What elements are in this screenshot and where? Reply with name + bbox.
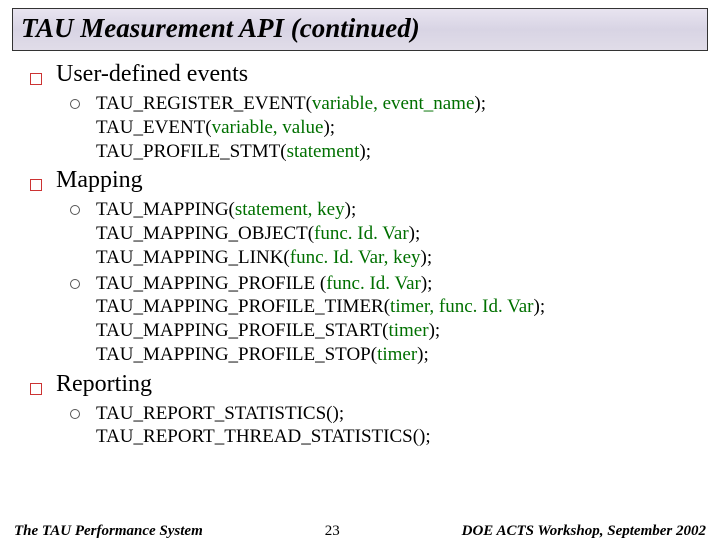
footer: The TAU Performance System 23 DOE ACTS W… [0, 523, 720, 540]
list-item: TAU_MAPPING_PROFILE (func. Id. Var);TAU_… [70, 272, 700, 367]
list-item: TAU_REPORT_STATISTICS();TAU_REPORT_THREA… [70, 402, 700, 450]
section-header: Reporting [30, 371, 700, 398]
footer-right: DOE ACTS Workshop, September 2002 [462, 523, 706, 540]
section-title: User-defined events [56, 61, 248, 88]
section: Reporting TAU_REPORT_STATISTICS();TAU_REP… [30, 371, 700, 450]
section-header: User-defined events [30, 61, 700, 88]
section: Mapping TAU_MAPPING(statement, key);TAU_M… [30, 167, 700, 366]
item-text: TAU_REGISTER_EVENT(variable, event_name)… [96, 92, 486, 163]
circle-bullet-icon [70, 409, 80, 419]
list-item: TAU_REGISTER_EVENT(variable, event_name)… [70, 92, 700, 163]
section-title: Mapping [56, 167, 143, 194]
title-bar: TAU Measurement API (continued) [12, 8, 708, 51]
item-text: TAU_REPORT_STATISTICS();TAU_REPORT_THREA… [96, 402, 431, 450]
section-header: Mapping [30, 167, 700, 194]
circle-bullet-icon [70, 279, 80, 289]
square-bullet-icon [30, 179, 42, 191]
footer-left: The TAU Performance System [14, 523, 203, 540]
circle-bullet-icon [70, 205, 80, 215]
slide-content: User-defined events TAU_REGISTER_EVENT(va… [0, 51, 720, 449]
section-title: Reporting [56, 371, 152, 398]
item-text: TAU_MAPPING_PROFILE (func. Id. Var);TAU_… [96, 272, 545, 367]
item-text: TAU_MAPPING(statement, key);TAU_MAPPING_… [96, 198, 432, 269]
square-bullet-icon [30, 73, 42, 85]
circle-bullet-icon [70, 99, 80, 109]
section: User-defined events TAU_REGISTER_EVENT(va… [30, 61, 700, 163]
slide-title: TAU Measurement API (continued) [21, 13, 420, 43]
page-number: 23 [325, 523, 340, 540]
list-item: TAU_MAPPING(statement, key);TAU_MAPPING_… [70, 198, 700, 269]
square-bullet-icon [30, 383, 42, 395]
